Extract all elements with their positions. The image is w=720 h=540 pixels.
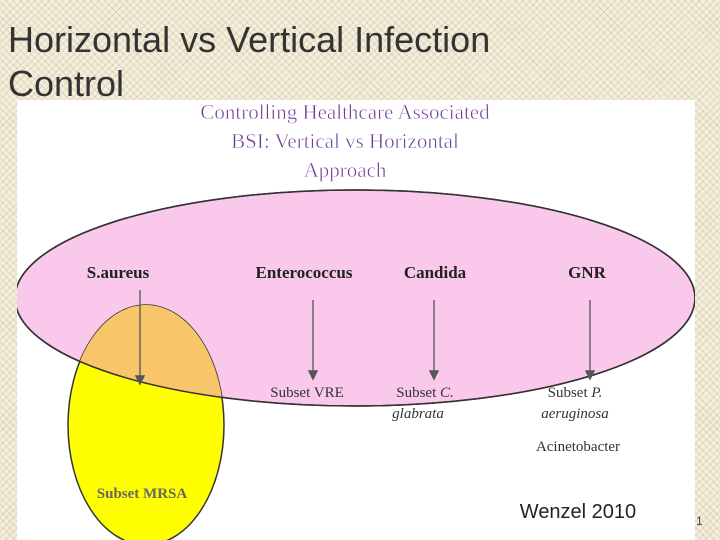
pathogen: GNR — [568, 263, 607, 282]
citation: Wenzel 2010 — [520, 501, 636, 523]
diagram-title: Controlling Healthcare Associated — [200, 100, 490, 124]
pathogen: S.aureus — [87, 263, 150, 282]
subset-species: glabrata — [392, 406, 444, 422]
diagram-title: BSI: Vertical vs Horizontal — [231, 129, 459, 153]
subset-species: C. — [440, 385, 454, 401]
subset-label: Acinetobacter — [536, 439, 620, 455]
pathogen: Enterococcus — [256, 263, 353, 282]
subset-species: P. — [590, 385, 602, 401]
subset-label: Subset P. — [548, 385, 603, 401]
diagram: Controlling Healthcare Associated BSI: V… — [14, 100, 696, 540]
subset-species: aeruginosa — [541, 406, 609, 422]
diagram-image: Controlling Healthcare Associated BSI: V… — [14, 100, 696, 540]
subset-prefix: Subset — [396, 385, 437, 401]
overlap — [68, 305, 224, 406]
slide-title: Horizontal vs Vertical Infection Control — [8, 19, 491, 104]
diagram-title: Approach — [304, 158, 387, 182]
subset-label: Subset C. — [396, 385, 454, 401]
subset-label: Subset VRE — [270, 385, 343, 401]
subset-prefix: Subset — [548, 385, 589, 401]
page-number: 1 — [696, 514, 703, 528]
pathogen: Candida — [404, 263, 467, 282]
mrsa-label: Subset MRSA — [97, 486, 188, 502]
